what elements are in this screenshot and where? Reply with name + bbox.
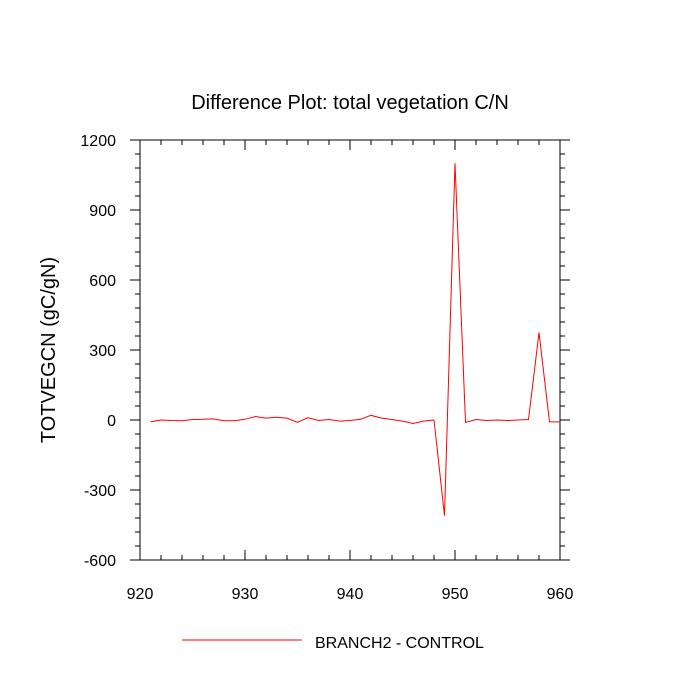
x-tick-label: 930 <box>232 586 259 603</box>
axis-ticks <box>130 139 570 561</box>
y-axis-title: TOTVEGCN (gC/gN) <box>38 257 60 443</box>
plot-frame <box>139 139 561 561</box>
x-axis-tick-labels: 920 930 940 950 960 <box>127 586 574 603</box>
x-tick-label: 920 <box>127 586 154 603</box>
x-tick-label: 950 <box>442 586 469 603</box>
y-tick-label: 600 <box>89 273 116 290</box>
x-tick-label: 940 <box>337 586 364 603</box>
series-line-branch2-control <box>150 163 560 516</box>
y-tick-label: 300 <box>89 343 116 360</box>
legend-label-branch2-control: BRANCH2 - CONTROL <box>315 635 484 652</box>
y-tick-label: -600 <box>84 553 116 570</box>
y-tick-label: 1200 <box>80 133 116 150</box>
y-tick-label: 0 <box>107 413 116 430</box>
legend: BRANCH2 - CONTROL <box>182 635 484 652</box>
series-lines <box>150 163 560 516</box>
y-tick-label: 900 <box>89 203 116 220</box>
x-tick-label: 960 <box>547 586 574 603</box>
y-tick-label: -300 <box>84 483 116 500</box>
chart-title: Difference Plot: total vegetation C/N <box>191 92 509 114</box>
y-axis-tick-labels: -600 -300 0 300 600 900 1200 <box>80 133 116 570</box>
